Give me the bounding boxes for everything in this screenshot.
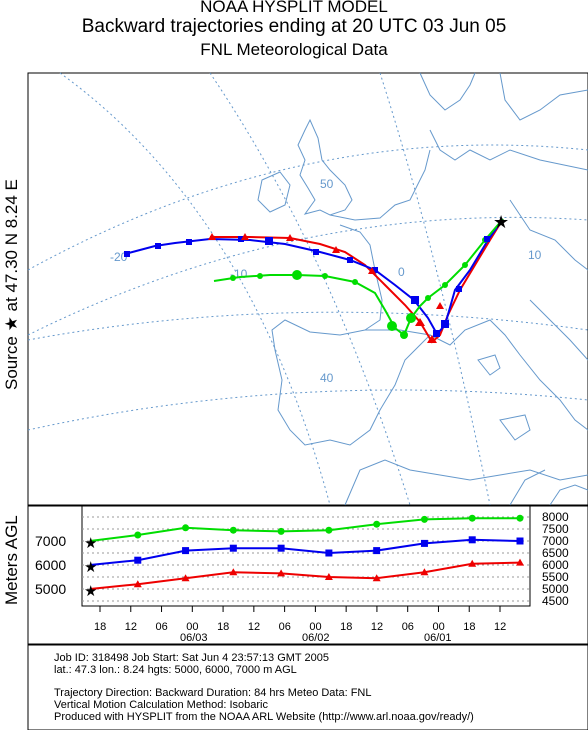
profile-point xyxy=(468,559,477,567)
info-vertical-motion: Vertical Motion Calculation Method: Isob… xyxy=(54,699,268,711)
map-trajectory-markers xyxy=(124,233,490,343)
profile-point xyxy=(420,539,428,547)
profile-point xyxy=(277,569,286,577)
grid-label-50: 50 xyxy=(320,177,334,191)
left-tick-7000: 7000 xyxy=(35,533,66,549)
profile-point xyxy=(468,536,476,544)
x-tick-label: 00 xyxy=(309,621,321,633)
profile-markers xyxy=(133,514,524,588)
x-tick-labels: 18 12 06 00 18 12 06 00 18 12 06 00 18 12 xyxy=(94,606,506,633)
info-job: Job ID: 318498 Job Start: Sat Jun 4 23:5… xyxy=(54,652,329,664)
profile-point xyxy=(182,547,190,555)
x-tick-label: 12 xyxy=(248,621,260,633)
profile-point xyxy=(133,580,142,588)
profile-series-line xyxy=(89,517,520,542)
info-frame xyxy=(27,644,588,730)
x-tick-label: 00 xyxy=(432,621,444,633)
right-tick-label: 7500 xyxy=(542,522,569,536)
x-tick-label: 18 xyxy=(463,621,475,633)
profile-point xyxy=(277,527,285,535)
x-tick-label: 18 xyxy=(94,621,106,633)
x-tick-label: 06 xyxy=(156,621,168,633)
x-tick-label: 18 xyxy=(340,621,352,633)
star-icon: ★ xyxy=(84,535,97,552)
grid-label-40: 40 xyxy=(320,371,334,385)
profile-point xyxy=(516,537,524,545)
left-tick-6000: 6000 xyxy=(35,557,66,573)
info-location: lat.: 47.3 lon.: 8.24 hgts: 5000, 6000, … xyxy=(54,664,297,676)
profile-series-line xyxy=(89,538,521,566)
profile-point xyxy=(468,514,476,522)
profile-point xyxy=(373,547,381,555)
profile-point xyxy=(182,524,190,532)
profile-point xyxy=(134,556,142,564)
grid-label-10: 10 xyxy=(528,248,542,262)
star-icon: ★ xyxy=(84,583,97,600)
title-line-1: NOAA HYSPLIT MODEL xyxy=(200,0,388,16)
title-line-2: Backward trajectories ending at 20 UTC 0… xyxy=(81,16,507,37)
star-icon: ★ xyxy=(84,559,97,576)
star-icon: ★ xyxy=(493,212,509,232)
profile-point xyxy=(420,515,428,523)
right-tick-label: 6500 xyxy=(542,546,569,560)
date-label-0601: 06/01 xyxy=(424,632,452,644)
profile-point xyxy=(229,526,237,534)
profile-point xyxy=(325,526,333,534)
right-tick-label: 5000 xyxy=(542,582,569,596)
info-direction: Trajectory Direction: Backward Duration:… xyxy=(54,687,372,699)
profile-point xyxy=(373,520,381,528)
x-tick-label: 12 xyxy=(371,621,383,633)
left-tick-5000: 5000 xyxy=(35,581,66,597)
profile-point xyxy=(420,568,429,576)
profile-series-line xyxy=(89,561,521,590)
profile-lines xyxy=(89,517,521,590)
profile-point xyxy=(324,573,333,580)
x-tick-label: 18 xyxy=(217,621,229,633)
profile-point xyxy=(277,544,285,552)
grid-label-minus20: -20 xyxy=(110,250,128,264)
x-tick-label: 12 xyxy=(494,621,506,633)
right-tick-label: 8000 xyxy=(542,510,569,524)
x-tick-label: 06 xyxy=(402,621,414,633)
profile-point xyxy=(372,574,381,582)
profile-point xyxy=(229,544,237,552)
info-produced: Produced with HYSPLIT from the NOAA ARL … xyxy=(54,711,474,723)
map-grid xyxy=(27,72,588,506)
right-tick-label: 7000 xyxy=(542,534,569,548)
profile-point xyxy=(325,549,333,557)
profile-point xyxy=(229,568,238,576)
grid-label-0: 0 xyxy=(398,265,405,279)
right-tick-label: 4500 xyxy=(542,594,569,608)
profile-point xyxy=(516,514,524,522)
right-tick-label: 5500 xyxy=(542,570,569,584)
profile-point xyxy=(516,558,524,566)
title-line-3: FNL Meteorological Data xyxy=(200,40,388,59)
map-frame xyxy=(27,72,588,506)
x-tick-label: 12 xyxy=(125,621,137,633)
date-label-0603: 06/03 xyxy=(180,632,208,644)
profile-point xyxy=(181,574,190,582)
profile-point xyxy=(134,531,142,539)
x-tick-label: 00 xyxy=(186,621,198,633)
x-tick-label: 06 xyxy=(279,621,291,633)
right-tick-label: 6000 xyxy=(542,558,569,572)
date-label-0602: 06/02 xyxy=(302,632,330,644)
